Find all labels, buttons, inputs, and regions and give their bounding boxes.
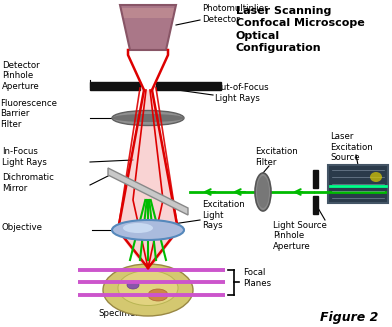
Bar bbox=[313, 196, 318, 214]
Ellipse shape bbox=[118, 270, 178, 305]
Text: Detector
Pinhole
Aperture: Detector Pinhole Aperture bbox=[2, 61, 40, 91]
Ellipse shape bbox=[112, 114, 184, 122]
Text: Laser Scanning
Confocal Microscope
Optical
Configuration: Laser Scanning Confocal Microscope Optic… bbox=[236, 6, 365, 53]
Bar bbox=[313, 170, 318, 188]
Polygon shape bbox=[108, 168, 188, 215]
Ellipse shape bbox=[255, 173, 271, 211]
Text: Light Source
Pinhole
Aperture: Light Source Pinhole Aperture bbox=[273, 221, 327, 251]
Polygon shape bbox=[120, 5, 176, 50]
Text: Objective: Objective bbox=[2, 223, 43, 232]
Text: Excitation
Light
Rays: Excitation Light Rays bbox=[202, 200, 245, 230]
Polygon shape bbox=[118, 232, 178, 270]
FancyBboxPatch shape bbox=[328, 165, 388, 203]
Text: Focal
Planes: Focal Planes bbox=[243, 268, 271, 288]
Bar bbox=[90, 82, 140, 90]
Text: Photomultiplier
Detector: Photomultiplier Detector bbox=[202, 4, 268, 24]
Text: Laser
Excitation
Source: Laser Excitation Source bbox=[330, 132, 373, 162]
Ellipse shape bbox=[148, 289, 168, 301]
Text: In-Focus
Light Rays: In-Focus Light Rays bbox=[2, 147, 47, 167]
Ellipse shape bbox=[112, 111, 184, 126]
Ellipse shape bbox=[123, 223, 153, 233]
Bar bbox=[156, 82, 221, 90]
Text: Out-of-Focus
Light Rays: Out-of-Focus Light Rays bbox=[215, 83, 270, 103]
Text: Dichromatic
Mirror: Dichromatic Mirror bbox=[2, 173, 54, 193]
Ellipse shape bbox=[127, 281, 139, 289]
Text: Specimen: Specimen bbox=[98, 309, 141, 318]
Text: Excitation
Filter: Excitation Filter bbox=[255, 147, 298, 167]
Ellipse shape bbox=[257, 176, 269, 208]
Ellipse shape bbox=[370, 172, 382, 182]
Ellipse shape bbox=[103, 264, 193, 316]
Ellipse shape bbox=[112, 220, 184, 240]
Polygon shape bbox=[122, 8, 174, 18]
Text: Figure 2: Figure 2 bbox=[320, 312, 378, 324]
Text: Fluorescence
Barrier
Filter: Fluorescence Barrier Filter bbox=[0, 99, 57, 129]
Polygon shape bbox=[118, 90, 178, 230]
